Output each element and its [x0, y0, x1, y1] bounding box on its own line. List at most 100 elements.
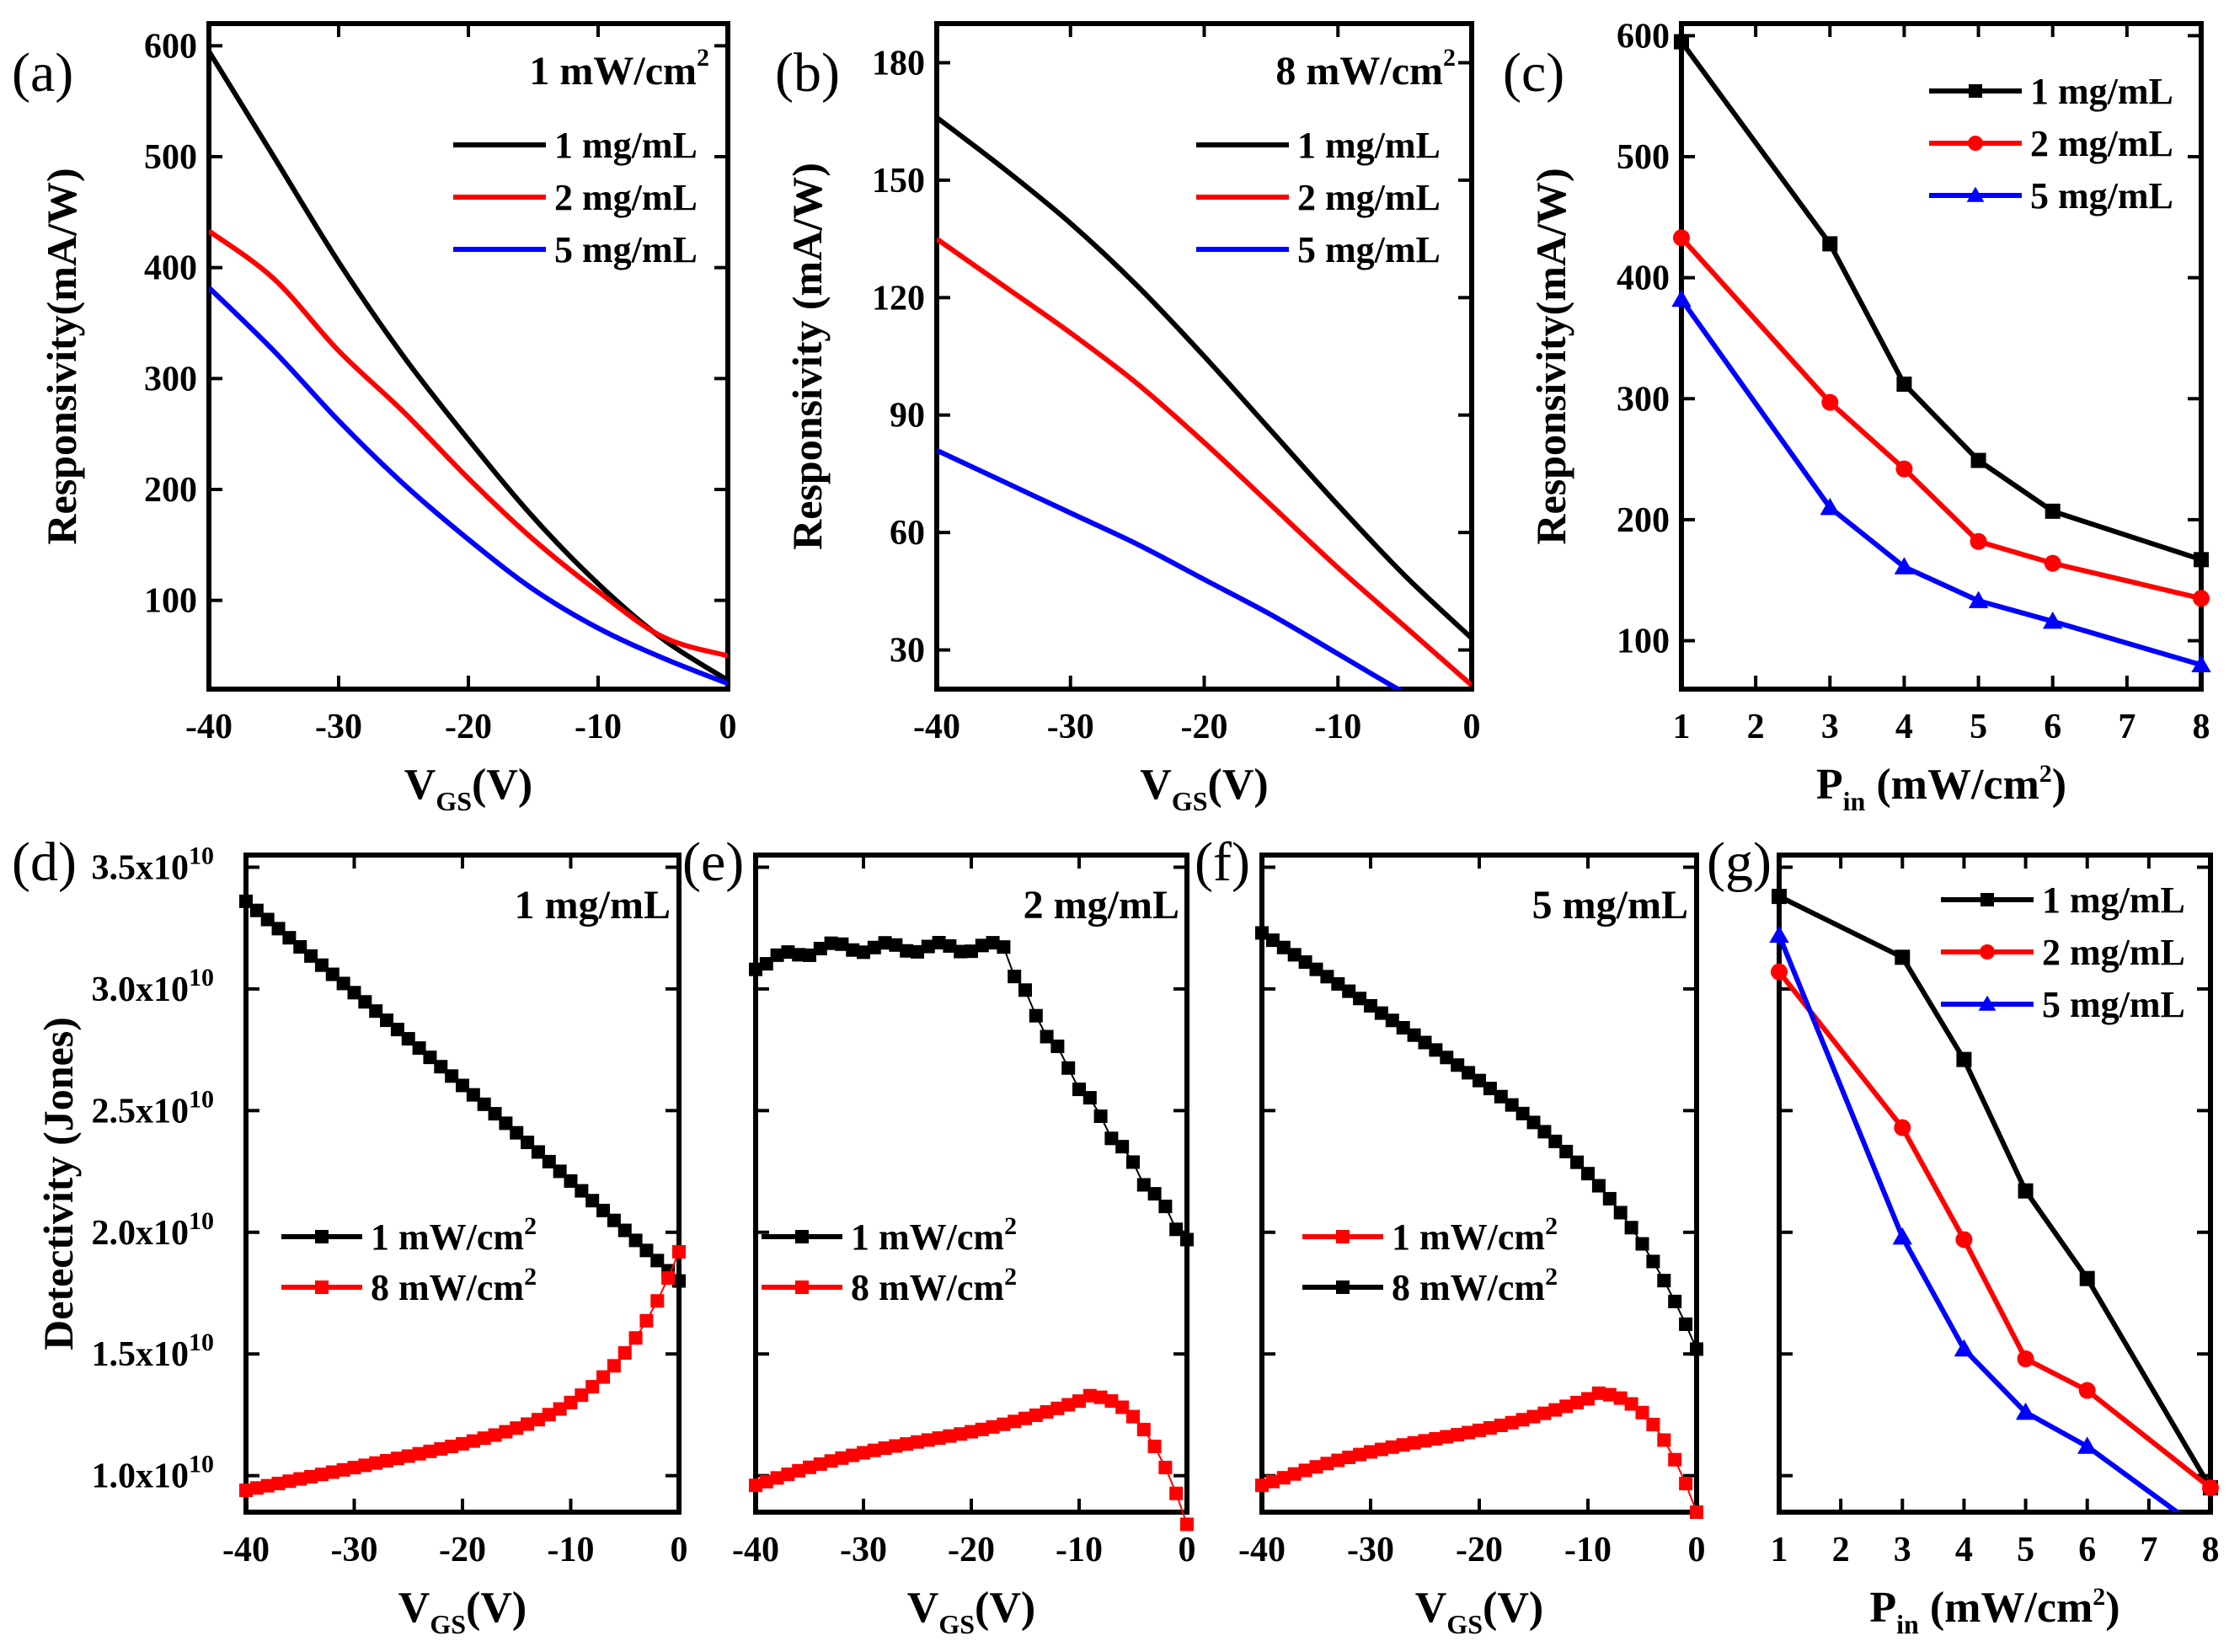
x-axis-label-unit: (mW/cm: [1919, 1584, 2093, 1632]
data-point-f: [1396, 1021, 1410, 1035]
data-point-f: [1462, 1425, 1476, 1440]
y-tick-label: 200: [1617, 501, 1670, 540]
y-tick-value: 100: [1617, 623, 1670, 661]
y-tick-label: 180: [872, 44, 925, 83]
y-tick-value: 100: [144, 582, 197, 621]
x-tick-label: 2: [1747, 708, 1765, 746]
data-point-d: [401, 1449, 415, 1463]
data-point-c: [1968, 591, 1989, 608]
x-tick-label: 0: [1688, 1531, 1706, 1569]
y-tick-value: 400: [144, 249, 197, 288]
x-tick-label: -20: [445, 708, 492, 746]
data-point-d: [336, 1462, 350, 1477]
data-point-d: [639, 1313, 654, 1328]
legend-marker-d: [315, 1230, 329, 1243]
y-tick-exponent: 10: [189, 1329, 214, 1356]
data-point-f: [1298, 955, 1312, 970]
data-point-d: [347, 986, 361, 1000]
x-axis-label-e: VGS(V): [907, 1584, 1035, 1639]
data-point-f: [1473, 1423, 1486, 1437]
x-tick-label: 1: [1771, 1531, 1788, 1569]
data-point-e: [749, 962, 762, 976]
data-point-f: [1613, 1391, 1628, 1405]
x-axis-label-sub: GS: [430, 1609, 466, 1639]
data-point-d: [358, 995, 372, 1009]
data-point-f: [1385, 1440, 1399, 1454]
data-point-e: [1018, 983, 1032, 997]
data-point-d: [650, 1254, 665, 1268]
x-axis-label-main: P: [1816, 761, 1843, 809]
data-point-e: [1093, 1390, 1108, 1404]
data-point-g: [1771, 963, 1788, 981]
data-point-f: [1331, 1453, 1345, 1468]
data-point-f: [1298, 1463, 1312, 1478]
data-point-d: [314, 958, 329, 972]
y-tick-mantissa: 1.5x10: [92, 1335, 190, 1374]
data-point-g: [1954, 1339, 1975, 1357]
panel-title-main: 2 mg/mL: [1024, 883, 1179, 928]
legend-text: 5 mg/mL: [1297, 229, 1441, 270]
legend-text: 1 mW/cm: [851, 1216, 1004, 1258]
x-tick-label: -30: [315, 708, 362, 746]
data-point-c: [2043, 611, 2063, 629]
legend-text: 2 mg/mL: [2042, 932, 2185, 973]
y-tick-label: 2.5x1010: [92, 1085, 215, 1131]
data-point-f: [1679, 1477, 1693, 1491]
y-tick-value: 60: [890, 514, 925, 553]
data-point-d: [347, 1461, 361, 1475]
y-tick-label: 600: [144, 27, 197, 66]
data-point-d: [293, 1472, 307, 1486]
legend-label-a: 5 mg/mL: [554, 229, 698, 270]
data-point-d: [553, 1402, 567, 1416]
data-point-f: [1353, 1447, 1367, 1462]
y-tick-label: 500: [1617, 138, 1670, 177]
x-axis-label-sup: 2: [2039, 760, 2052, 788]
y-tick-value: 90: [890, 397, 925, 436]
data-point-d: [390, 1452, 404, 1466]
y-tick-label: 100: [1617, 623, 1670, 661]
data-point-f: [1407, 1435, 1421, 1450]
legend-label-a: 1 mg/mL: [554, 125, 698, 166]
data-point-f: [1462, 1066, 1476, 1080]
series-line-g: [1779, 970, 2210, 1490]
legend-marker-g: [1980, 893, 1994, 906]
x-axis-label-main: P: [1869, 1584, 1896, 1632]
data-point-d: [628, 1331, 643, 1345]
x-tick-label: 1: [1673, 708, 1691, 746]
plot-frame-c: [1679, 21, 2204, 692]
y-tick-value: 600: [144, 27, 197, 66]
legend-label-g: 2 mg/mL: [2042, 932, 2185, 973]
y-axis-label-a: Responsivity(mA/W): [38, 168, 85, 544]
legend-label-e: 8 mW/cm2: [851, 1263, 1017, 1308]
data-point-f: [1353, 992, 1367, 1006]
legend-marker-e: [795, 1230, 809, 1243]
data-point-c: [1671, 289, 1692, 307]
data-point-d: [325, 1465, 339, 1479]
data-point-e: [911, 944, 924, 959]
panel-title-b: 8 mW/cm2: [1275, 44, 1456, 94]
x-tick-label: -40: [1238, 1531, 1286, 1569]
legend-text: 8 mW/cm: [851, 1267, 1004, 1308]
data-point-e: [1029, 1408, 1043, 1422]
data-point-d: [412, 1446, 426, 1461]
data-point-d: [499, 1116, 513, 1131]
panel-label-e: (e): [682, 831, 744, 893]
data-point-f: [1473, 1073, 1486, 1088]
data-point-d: [607, 1213, 621, 1227]
data-point-d: [553, 1164, 567, 1179]
data-point-f: [1559, 1144, 1574, 1158]
x-axis-label-close: ): [2052, 761, 2066, 809]
y-tick-label: 400: [1617, 259, 1670, 298]
data-point-f: [1418, 1035, 1432, 1050]
legend-text: 5 mg/mL: [2042, 984, 2185, 1025]
data-point-d: [434, 1060, 448, 1074]
data-point-f: [1646, 1417, 1660, 1431]
data-point-e: [1072, 1083, 1086, 1097]
data-point-f: [1668, 1452, 1682, 1467]
y-tick-exponent: 10: [189, 1085, 214, 1113]
legend-text: 1 mW/cm: [371, 1216, 524, 1258]
y-tick-value: 30: [890, 632, 925, 671]
data-point-e: [986, 1419, 1000, 1434]
data-point-d: [672, 1274, 686, 1288]
